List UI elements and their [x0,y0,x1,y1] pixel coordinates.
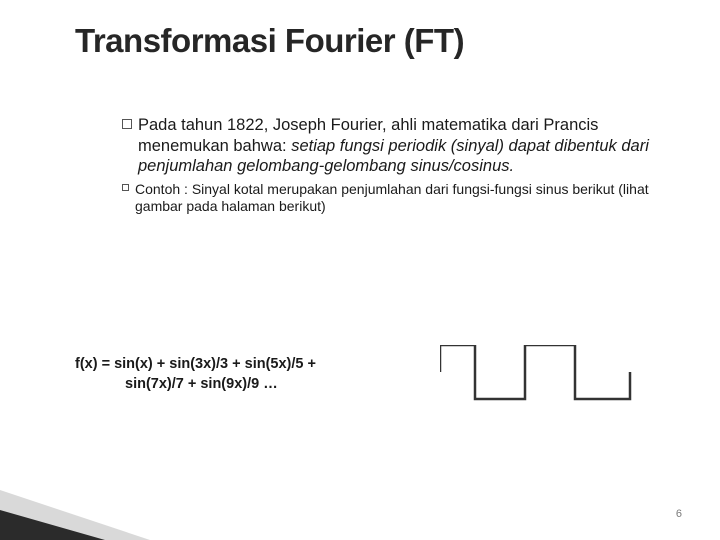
bullet-item: Contoh : Sinyal kotal merupakan penjumla… [122,181,652,216]
content-block: Pada tahun 1822, Joseph Fourier, ahli ma… [122,115,652,220]
formula-line: f(x) = sin(x) + sin(3x)/3 + sin(5x)/5 + [75,355,316,375]
formula-block: f(x) = sin(x) + sin(3x)/3 + sin(5x)/5 + … [75,355,316,394]
slide-number: 6 [676,508,682,520]
square-wave-path [440,345,630,399]
bullet-plain: Contoh : Sinyal kotal merupakan penjumla… [135,181,649,215]
square-wave-diagram [440,345,640,402]
slide-title: Transformasi Fourier (FT) [75,22,464,60]
bullet-prefix: Pada [138,116,181,134]
bullet-text: Contoh : Sinyal kotal merupakan penjumla… [135,181,652,216]
formula-line: sin(7x)/7 + sin(9x)/9 … [125,375,316,395]
bullet-item: Pada tahun 1822, Joseph Fourier, ahli ma… [122,115,652,177]
bullet-text: Pada tahun 1822, Joseph Fourier, ahli ma… [138,115,652,177]
corner-decoration [0,480,170,540]
bullet-icon [122,119,132,129]
bullet-icon [122,184,129,191]
